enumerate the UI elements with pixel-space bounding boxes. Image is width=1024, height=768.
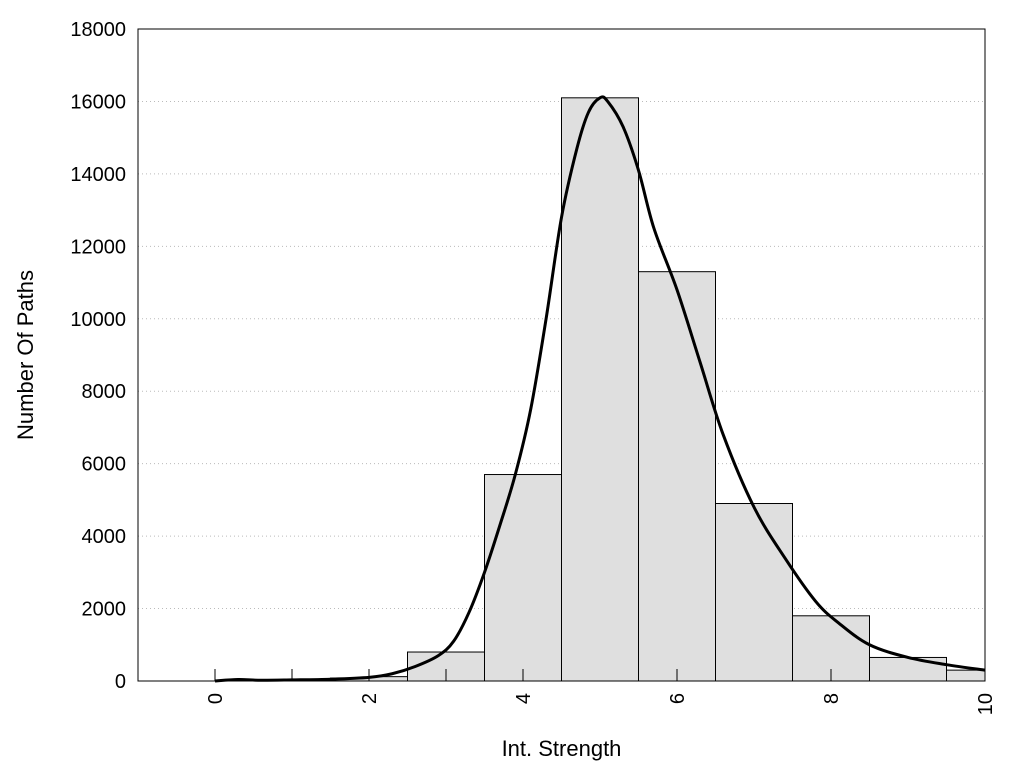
x-axis-ticks: 0 2 4 6 8 10: [205, 669, 997, 715]
x-tick-label: 8: [821, 693, 843, 704]
x-tick-label: 0: [205, 693, 227, 704]
plot-frame: [137, 28, 986, 682]
histogram-bar: [561, 97, 639, 682]
histogram-bar: [638, 271, 716, 682]
x-tick-label: 10: [975, 693, 997, 715]
y-tick-label: 12000: [70, 236, 126, 258]
y-tick-label: 14000: [70, 164, 126, 186]
x-tick-label: 6: [667, 693, 689, 704]
histogram-bar: [869, 656, 947, 682]
histogram-bar: [715, 503, 793, 682]
density-curve-line: [214, 95, 986, 683]
y-tick-label: 16000: [70, 91, 126, 113]
y-tick-label: 2000: [82, 599, 127, 621]
y-tick-label: 0: [115, 671, 126, 693]
y-axis-ticks: 0 2000 4000 6000 8000 10000 12000 14000 16000 180…: [70, 19, 126, 693]
histogram-bar: [946, 669, 986, 682]
y-tick-label: 18000: [70, 19, 126, 41]
y-axis-label: Number Of Paths: [13, 270, 38, 440]
x-axis-label: Int. Strength: [502, 736, 622, 761]
x-tick-label: 2: [359, 693, 381, 704]
density-curve: [214, 95, 986, 683]
histogram-bars: [214, 97, 986, 682]
y-tick-label: 8000: [82, 381, 127, 403]
y-tick-label: 10000: [70, 309, 126, 331]
histogram-bar: [484, 474, 562, 682]
y-tick-label: 6000: [82, 454, 127, 476]
y-tick-label: 4000: [82, 526, 127, 548]
x-tick-label: 4: [513, 693, 535, 704]
